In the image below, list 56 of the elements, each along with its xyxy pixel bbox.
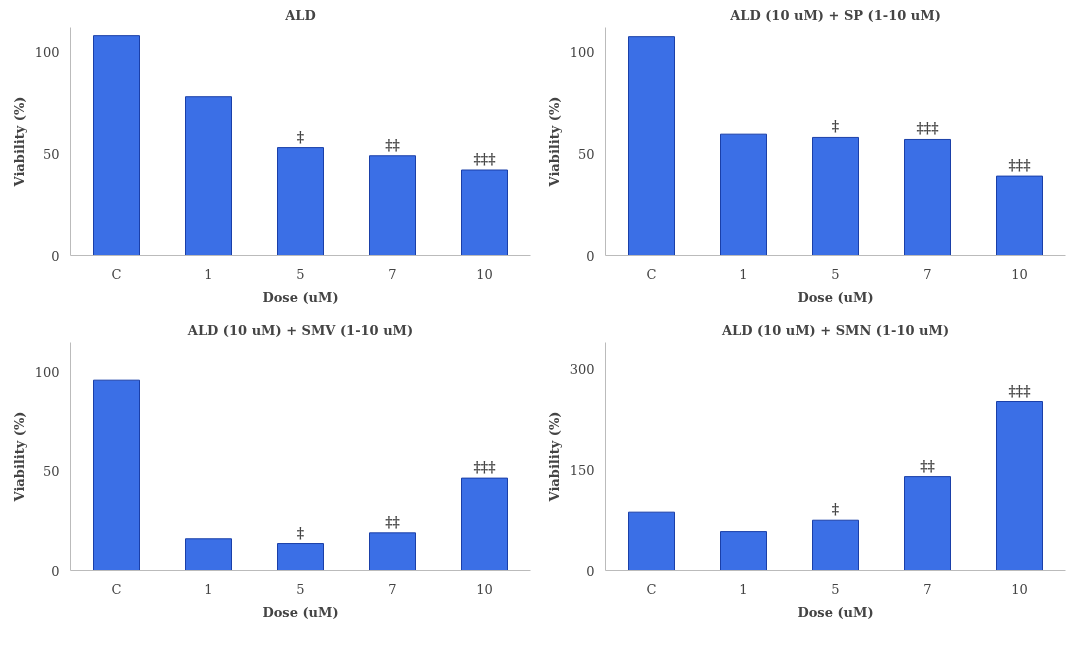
x-tick-label: 7 bbox=[923, 581, 932, 597]
y-tick-label: 50 bbox=[577, 146, 595, 162]
y-tick-label: 50 bbox=[42, 146, 60, 162]
x-tick-label: 1 bbox=[204, 266, 213, 282]
y-tick-label: 100 bbox=[34, 365, 60, 381]
y-axis-title: Viability (%) bbox=[546, 96, 562, 188]
chart-title: ALD (10 uM) + SP (1-10 uM) bbox=[729, 7, 941, 23]
x-tick-label: 7 bbox=[388, 266, 397, 282]
y-axis-title: Viability (%) bbox=[11, 411, 27, 503]
annotation: ‡‡ bbox=[385, 513, 400, 530]
x-axis-title: Dose (uM) bbox=[797, 604, 874, 620]
x-tick-label: 10 bbox=[476, 581, 493, 597]
y-tick-label: 0 bbox=[586, 563, 595, 579]
x-tick-label: 7 bbox=[923, 266, 932, 282]
x-tick-label: C bbox=[111, 581, 122, 597]
x-tick-label: 1 bbox=[739, 266, 748, 282]
x-tick-label: C bbox=[646, 581, 657, 597]
x-axis-title: Dose (uM) bbox=[797, 289, 874, 305]
y-tick-label: 100 bbox=[34, 44, 60, 60]
x-tick-label: C bbox=[646, 266, 657, 282]
y-tick-label: 0 bbox=[586, 248, 595, 264]
annotation: ‡‡‡ bbox=[1008, 157, 1031, 174]
chart-title: ALD (10 uM) + SMV (1-10 uM) bbox=[186, 322, 414, 338]
y-tick-label: 0 bbox=[51, 563, 60, 579]
x-tick-label: 10 bbox=[476, 266, 493, 282]
y-tick-label: 50 bbox=[42, 464, 60, 480]
x-tick-label: 5 bbox=[296, 266, 305, 282]
chart-title: ALD (10 uM) + SMN (1-10 uM) bbox=[720, 322, 950, 338]
annotation: ‡‡‡ bbox=[916, 120, 939, 137]
y-axis-title: Viability (%) bbox=[546, 411, 562, 503]
annotation: ‡ bbox=[831, 501, 840, 518]
annotation: ‡‡ bbox=[920, 457, 935, 474]
x-tick-label: 10 bbox=[1011, 581, 1028, 597]
x-tick-label: 1 bbox=[204, 581, 213, 597]
annotation: ‡ bbox=[296, 524, 305, 541]
chart-title: ALD bbox=[284, 7, 316, 23]
y-tick-label: 0 bbox=[51, 248, 60, 264]
y-tick-label: 300 bbox=[569, 362, 595, 378]
x-tick-label: C bbox=[111, 266, 122, 282]
annotation: ‡‡ bbox=[385, 136, 400, 153]
x-tick-label: 5 bbox=[831, 581, 840, 597]
y-tick-label: 150 bbox=[569, 462, 595, 478]
x-tick-label: 5 bbox=[831, 266, 840, 282]
y-axis-title: Viability (%) bbox=[11, 96, 27, 188]
x-tick-label: 10 bbox=[1011, 266, 1028, 282]
annotation: ‡‡‡ bbox=[1008, 382, 1031, 399]
y-tick-label: 100 bbox=[569, 44, 595, 60]
x-axis-title: Dose (uM) bbox=[262, 604, 339, 620]
x-tick-label: 7 bbox=[388, 581, 397, 597]
annotation: ‡‡‡ bbox=[473, 151, 496, 167]
annotation: ‡ bbox=[831, 118, 840, 135]
x-tick-label: 5 bbox=[296, 581, 305, 597]
x-axis-title: Dose (uM) bbox=[262, 289, 339, 305]
annotation: ‡ bbox=[296, 128, 305, 145]
x-tick-label: 1 bbox=[739, 581, 748, 597]
annotation: ‡‡‡ bbox=[473, 459, 496, 476]
